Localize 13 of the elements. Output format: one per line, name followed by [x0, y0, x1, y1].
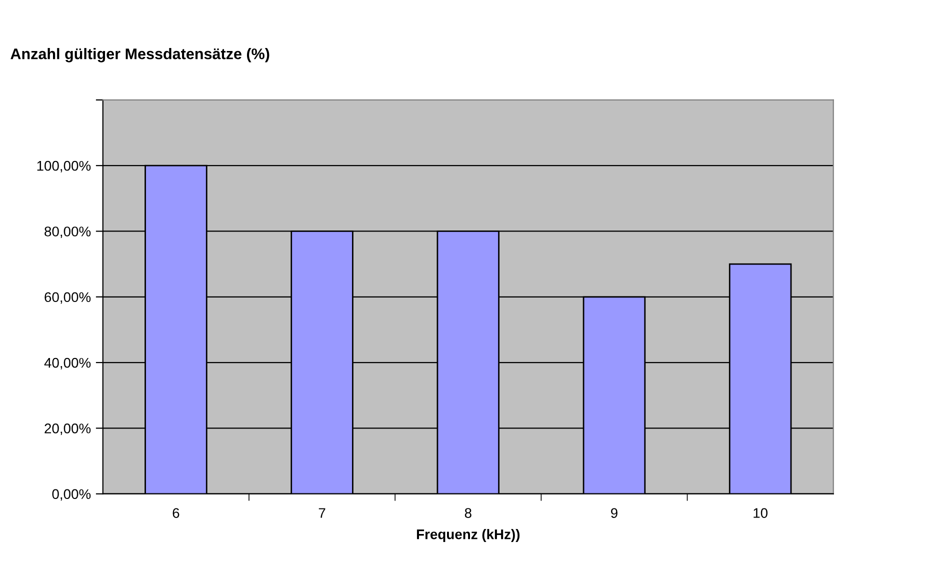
y-tick-label: 40,00%: [44, 358, 91, 370]
x-tick-label: 6: [172, 508, 180, 518]
x-tick-label: 10: [754, 508, 768, 518]
chart-title: Anzahl gültiger Messdatensätze (%): [10, 48, 270, 62]
x-tick-label: 7: [318, 508, 326, 518]
x-axis-title: Frequenz (kHz)): [416, 529, 520, 542]
y-tick-label: 20,00%: [44, 424, 91, 436]
x-tick-label: 8: [464, 508, 472, 518]
x-tick-label: 9: [611, 508, 618, 518]
y-tick-label: 100,00%: [37, 160, 91, 172]
y-tick-label: 0,00%: [52, 489, 91, 501]
y-tick-label: 60,00%: [44, 292, 91, 304]
y-tick-label: 80,00%: [44, 226, 91, 238]
